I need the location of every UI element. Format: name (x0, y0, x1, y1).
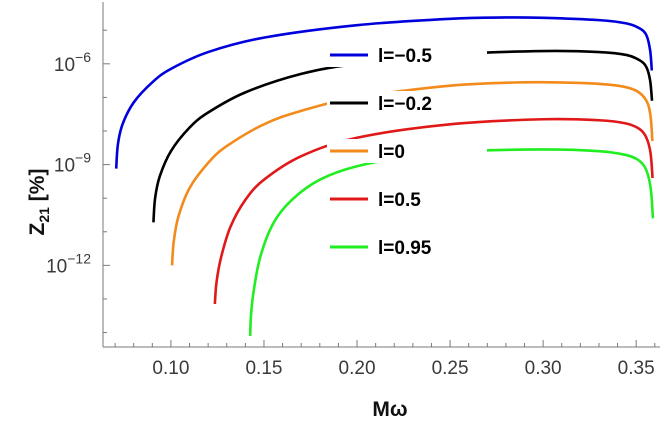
series-line-1 (114, 16, 654, 169)
legend-label-2: l=−0.2 (378, 94, 432, 115)
y-tick-label: 10−9 (54, 150, 91, 177)
legend: l=−0.5 l=−0.2 l=0 l=0.5 l=0.95 (327, 43, 487, 259)
x-axis-title: Mω (372, 398, 407, 421)
legend-label-4: l=0.5 (378, 190, 421, 211)
x-tick-label: 0.15 (245, 358, 282, 379)
x-tick-label: 0.25 (432, 358, 469, 379)
legend-label-5: l=0.95 (378, 238, 432, 259)
x-tick-label: 0.30 (525, 358, 562, 379)
y-tick-label: 10−6 (54, 49, 91, 76)
y-tick-label: 10−12 (46, 250, 91, 277)
x-tick-label: 0.20 (339, 358, 376, 379)
legend-label-3: l=0 (378, 142, 405, 163)
axes-layer (102, 2, 660, 348)
x-tick-label: 0.10 (152, 358, 189, 379)
x-tick-label: 0.35 (618, 358, 655, 379)
legend-label-1: l=−0.5 (378, 46, 432, 67)
series-line-4 (213, 117, 654, 305)
y-axis-title: Z21 [%] (26, 169, 52, 236)
tick-labels: 0.10 0.15 0.20 0.25 0.30 0.35 10−6 10−9 10−12 (46, 49, 655, 379)
